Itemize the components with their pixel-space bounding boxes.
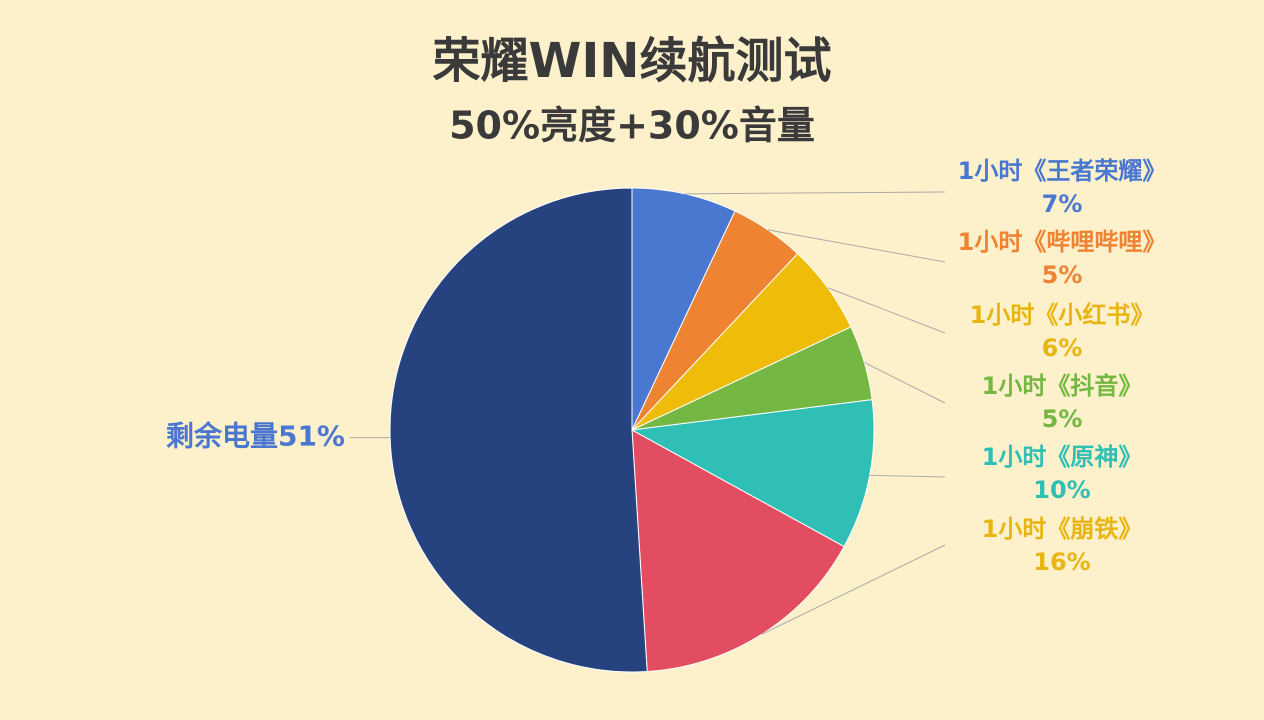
leader-line: [864, 362, 946, 404]
value-label: 10%: [1033, 476, 1090, 504]
chart-title: 荣耀WIN续航测试: [433, 33, 832, 89]
slice-label: 1小时《王者荣耀》: [958, 157, 1167, 185]
leader-line: [761, 544, 946, 635]
slice-label: 1小时《原神》: [982, 443, 1143, 471]
value-label: 5%: [1042, 405, 1083, 433]
chart-subtitle: 50%亮度+30%音量: [449, 104, 815, 148]
pie-slice: [631, 187, 736, 431]
slice-label: 1小时《崩铁》: [982, 515, 1143, 543]
leader-line: [827, 287, 946, 334]
slice-label: 1小时《小红书》: [970, 301, 1155, 329]
slice-label-name: 剩余电量: [166, 420, 278, 453]
value-label: 6%: [1042, 334, 1083, 362]
value-label: 16%: [1033, 548, 1090, 576]
leader-line: [684, 191, 946, 195]
value-label: 5%: [1042, 261, 1083, 289]
slice-label: 剩余电量51%: [166, 420, 345, 453]
pie-slice: [630, 399, 875, 548]
slice-label: 1小时《哔哩哔哩》: [958, 228, 1167, 256]
leader-line: [869, 474, 946, 478]
leader-line: [767, 229, 946, 263]
pie-slice: [631, 429, 845, 673]
value-label: 7%: [1042, 190, 1083, 218]
value-label: 51%: [278, 420, 345, 453]
slice-label: 1小时《抖音》: [982, 372, 1143, 400]
